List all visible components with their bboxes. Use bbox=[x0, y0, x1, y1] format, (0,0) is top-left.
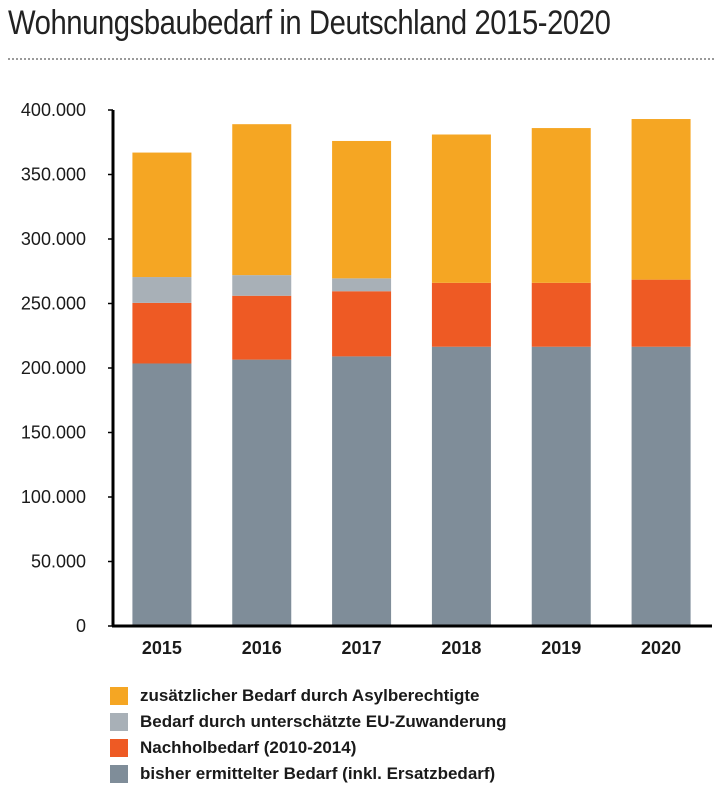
legend-swatch-eu bbox=[110, 713, 128, 731]
bar-segment-eu-2015 bbox=[132, 277, 192, 303]
y-tick-label: 150.000 bbox=[21, 423, 86, 443]
x-tick-label-2016: 2016 bbox=[242, 638, 282, 658]
y-tick-label: 100.000 bbox=[21, 487, 86, 507]
bar-segment-asyl-2019 bbox=[531, 128, 591, 283]
legend-item-bisher: bisher ermittelter Bedarf (inkl. Ersatzb… bbox=[110, 761, 506, 787]
bar-segment-bisher-2016 bbox=[232, 359, 292, 626]
bar-segment-nachhol-2016 bbox=[232, 295, 292, 360]
chart-title: Wohnungsbaubedarf in Deutschland 2015-20… bbox=[8, 4, 611, 42]
bar-segment-nachhol-2018 bbox=[431, 282, 491, 347]
bar-segment-eu-2017 bbox=[332, 278, 392, 292]
bar-segment-eu-2016 bbox=[232, 275, 292, 296]
y-tick-label: 400.000 bbox=[21, 100, 86, 120]
chart-legend: zusätzlicher Bedarf durch Asylberechtigt… bbox=[110, 683, 506, 787]
bar-segment-asyl-2018 bbox=[431, 134, 491, 283]
stacked-bar-chart: 2015 2016 2017 2018 2019 2020 0 50.000 100.000 15… bbox=[21, 100, 712, 658]
bar-segment-bisher-2017 bbox=[332, 356, 392, 626]
bar-segment-nachhol-2015 bbox=[132, 302, 192, 364]
y-tick-label: 50.000 bbox=[31, 552, 86, 572]
legend-swatch-bisher bbox=[110, 765, 128, 783]
bar-segment-asyl-2017 bbox=[332, 140, 392, 279]
legend-swatch-asyl bbox=[110, 687, 128, 705]
legend-item-asyl: zusätzlicher Bedarf durch Asylberechtigt… bbox=[110, 683, 506, 709]
bar-segment-bisher-2015 bbox=[132, 363, 192, 626]
x-tick-label-2018: 2018 bbox=[441, 638, 481, 658]
bar-segment-nachhol-2019 bbox=[531, 282, 591, 347]
legend-label-eu: Bedarf durch unterschätzte EU-Zuwanderun… bbox=[140, 712, 507, 731]
x-tick-label-2020: 2020 bbox=[641, 638, 681, 658]
bar-segment-bisher-2019 bbox=[531, 346, 591, 626]
legend-item-eu: Bedarf durch unterschätzte EU-Zuwanderun… bbox=[110, 709, 506, 735]
legend-swatch-nachhol bbox=[110, 739, 128, 757]
bar-segment-nachhol-2020 bbox=[631, 279, 691, 347]
bar-segment-asyl-2020 bbox=[631, 119, 691, 280]
bar-segment-asyl-2016 bbox=[232, 124, 292, 276]
y-tick-label: 0 bbox=[76, 616, 86, 636]
title-divider bbox=[8, 58, 714, 60]
legend-label-asyl: zusätzlicher Bedarf durch Asylberechtigt… bbox=[140, 686, 480, 705]
y-tick-label: 200.000 bbox=[21, 358, 86, 378]
bar-segment-bisher-2018 bbox=[431, 346, 491, 626]
y-tick-label: 300.000 bbox=[21, 229, 86, 249]
x-tick-label-2019: 2019 bbox=[541, 638, 581, 658]
bar-segment-bisher-2020 bbox=[631, 346, 691, 626]
x-tick-label-2015: 2015 bbox=[142, 638, 182, 658]
legend-label-bisher: bisher ermittelter Bedarf (inkl. Ersatzb… bbox=[140, 764, 496, 783]
bar-segment-nachhol-2017 bbox=[332, 291, 392, 357]
legend-label-nachhol: Nachholbedarf (2010-2014) bbox=[140, 738, 357, 757]
legend-item-nachhol: Nachholbedarf (2010-2014) bbox=[110, 735, 506, 761]
x-tick-label-2017: 2017 bbox=[342, 638, 382, 658]
bar-segment-asyl-2015 bbox=[132, 152, 192, 278]
y-tick-label: 350.000 bbox=[21, 165, 86, 185]
y-tick-label: 250.000 bbox=[21, 294, 86, 314]
